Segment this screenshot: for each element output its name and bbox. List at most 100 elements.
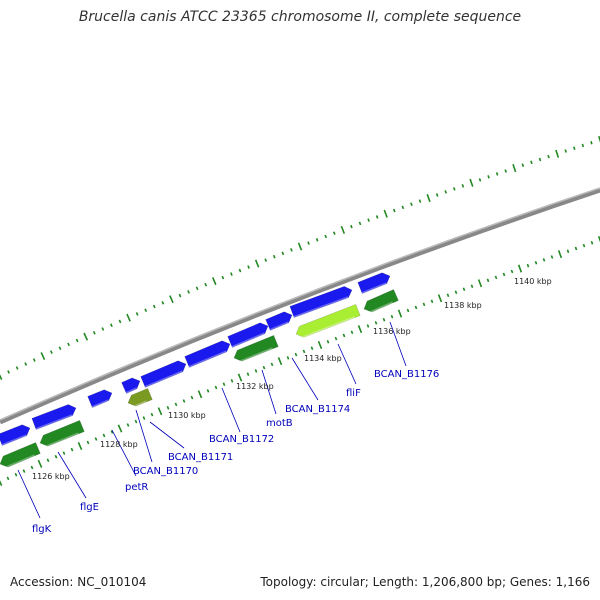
- inner-tick: [414, 305, 418, 310]
- gene-label[interactable]: BCAN_B1176: [374, 369, 439, 380]
- gene-sheen: [293, 296, 349, 319]
- gene-label[interactable]: flgK: [32, 524, 52, 535]
- outer-tick: [315, 238, 319, 242]
- inner-tick: [86, 440, 90, 445]
- gene-labels: flgK flgE petR BCAN_B1170 BCAN_B1171 BCAN_B11…: [32, 369, 439, 535]
- inner-tick: [134, 419, 138, 424]
- outer-tick: [324, 234, 328, 239]
- inner-tick: [246, 372, 250, 376]
- gene-arrow-forward: [140, 360, 187, 388]
- outer-tick: [230, 272, 233, 276]
- inner-tick: [6, 476, 10, 481]
- gene-label[interactable]: flgE: [80, 502, 99, 513]
- outer-tick: [367, 218, 370, 222]
- outer-tick: [169, 295, 174, 304]
- inner-tick: [477, 279, 483, 288]
- inner-tick: [110, 430, 114, 434]
- inner-tick: [214, 385, 218, 390]
- outer-tick: [135, 312, 139, 316]
- label-leaders: [17, 321, 407, 519]
- outer-tick: [118, 319, 122, 324]
- inner-tick: [62, 451, 66, 455]
- map-title: Brucella canis ATCC 23365 chromosome II,…: [78, 9, 522, 25]
- outer-tick: [195, 286, 199, 291]
- inner-tick: [502, 272, 506, 277]
- gene-sheen: [129, 400, 147, 409]
- inner-tick: [550, 255, 554, 259]
- gene-label[interactable]: BCAN_B1174: [285, 404, 350, 415]
- outer-tick: [521, 163, 525, 167]
- inner-tick: [406, 308, 410, 313]
- inner-tick: [382, 317, 386, 322]
- inner-tick: [126, 423, 130, 427]
- inner-tick: [14, 472, 18, 477]
- inner-tick: [317, 340, 323, 349]
- gene-arrow-reverse: [127, 388, 153, 407]
- accession-text: Accession: NC_010104: [10, 575, 147, 589]
- inner-tick: [437, 294, 443, 303]
- inner-tick: [222, 382, 226, 386]
- inner-tick: [270, 362, 274, 367]
- outer-tick: [7, 370, 10, 374]
- label-leader-line: [111, 429, 137, 477]
- inner-tick: [350, 330, 354, 335]
- gene-arrow-reverse: [233, 335, 279, 362]
- outer-tick: [401, 205, 405, 210]
- inner-tick: [150, 412, 154, 417]
- outer-tick: [530, 160, 533, 165]
- outer-tick: [512, 164, 517, 173]
- outer-tick: [504, 169, 507, 173]
- gene-label[interactable]: BCAN_B1172: [209, 434, 274, 445]
- gene-sheen: [41, 432, 79, 449]
- gene-label[interactable]: motB: [266, 418, 293, 429]
- gene-arrow-forward: [227, 322, 269, 348]
- gene-sheen: [365, 301, 394, 315]
- gene-label[interactable]: BCAN_B1171: [168, 452, 233, 463]
- outer-tick: [590, 140, 593, 145]
- gene-arrow-forward: [184, 340, 231, 368]
- inner-tick: [390, 314, 394, 319]
- outer-tick: [212, 277, 217, 286]
- chromosome-backbone-highlight: [0, 187, 600, 421]
- inner-tick: [310, 346, 314, 350]
- inner-tick: [470, 284, 474, 289]
- gene-label[interactable]: BCAN_B1170: [133, 466, 198, 477]
- inner-tick: [534, 260, 538, 265]
- gene-arrow-forward: [31, 404, 77, 430]
- gene-arrow-reverse: [0, 442, 41, 468]
- inner-tick: [342, 333, 346, 338]
- outer-tick: [290, 248, 293, 252]
- outer-tick: [187, 290, 190, 294]
- inner-tick: [542, 258, 546, 262]
- scale-label: 1134 kbp: [304, 354, 342, 363]
- inner-tick: [254, 369, 258, 373]
- inner-tick: [30, 465, 34, 470]
- label-leader-line: [261, 369, 277, 415]
- inner-tick: [102, 433, 106, 438]
- inner-tick: [446, 293, 450, 298]
- inner-tick: [494, 275, 498, 280]
- inner-tick: [597, 235, 600, 243]
- outer-tick: [221, 275, 225, 280]
- outer-tick: [573, 146, 576, 150]
- label-leader-line: [291, 357, 319, 401]
- gene-arrow-reverse: [363, 289, 399, 313]
- outer-tick-ring: [0, 135, 600, 380]
- outer-tick: [598, 135, 600, 143]
- scale-label: 1128 kbp: [100, 440, 138, 449]
- inner-tick: [166, 406, 170, 410]
- gene-label[interactable]: fliF: [346, 388, 361, 399]
- outer-tick: [383, 209, 388, 218]
- label-leader-line: [135, 409, 153, 463]
- inner-tick: [326, 339, 330, 344]
- outer-tick: [32, 358, 36, 362]
- gene-features: [0, 272, 399, 470]
- outer-tick: [126, 313, 131, 322]
- inner-tick: [70, 447, 74, 452]
- outer-tick: [204, 282, 208, 287]
- inner-tick: [374, 321, 378, 325]
- outer-tick: [40, 352, 46, 361]
- inner-tick: [574, 246, 578, 251]
- gene-label[interactable]: petR: [125, 482, 148, 493]
- outer-tick: [418, 199, 422, 203]
